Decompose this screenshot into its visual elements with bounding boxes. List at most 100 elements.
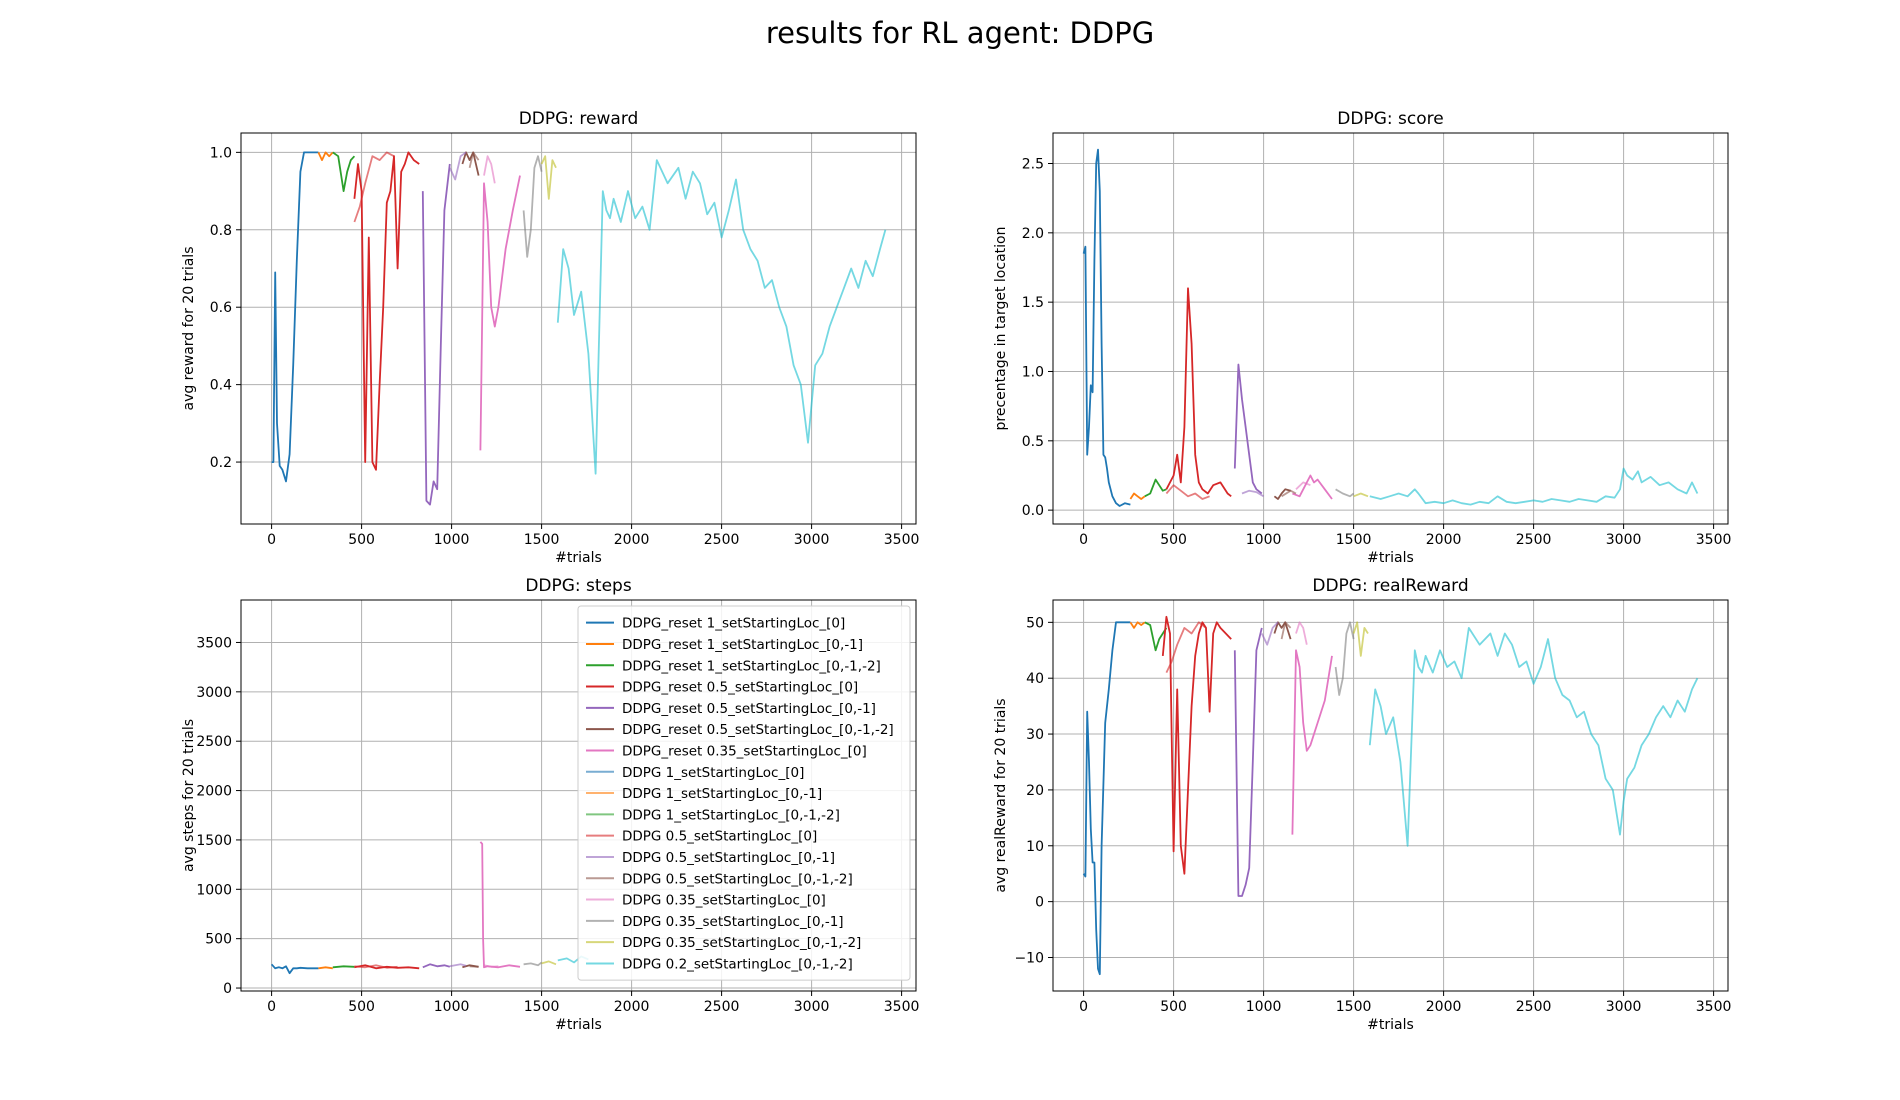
y-tick-label: 0.0 <box>1022 503 1044 519</box>
legend-label: DDPG 0.35_setStartingLoc_[0,-1] <box>622 914 844 930</box>
legend-entry: DDPG_reset 1_setStartingLoc_[0] <box>586 616 845 632</box>
legend-label: DDPG 1_setStartingLoc_[0] <box>622 765 804 781</box>
series-line-13 <box>1280 621 1292 640</box>
y-tick-label: 0.8 <box>210 223 232 239</box>
series-line-4 <box>1165 287 1232 498</box>
series-line-14 <box>1295 481 1311 490</box>
y-tick-label: 20 <box>1026 783 1044 799</box>
series-group <box>1082 148 1699 507</box>
legend-entry: DDPG 0.35_setStartingLoc_[0,-1,-2] <box>586 935 861 951</box>
series-line-1 <box>1082 621 1131 976</box>
x-tick-label: 2500 <box>704 532 740 548</box>
legend-entry: DDPG_reset 0.5_setStartingLoc_[0,-1,-2] <box>586 722 894 738</box>
x-tick-label: 3000 <box>1606 532 1642 548</box>
y-axis-label: avg reward for 20 trials <box>181 246 197 410</box>
legend-entry: DDPG 0.5_setStartingLoc_[0] <box>586 829 817 845</box>
panel-2: 0 500 1000 1500 2000 2500 3000 3500 0.0 0.5 1.0 1.5… <box>993 109 1731 566</box>
x-tick-label: 1000 <box>1246 999 1282 1015</box>
series-line-16 <box>540 155 557 200</box>
x-tick-label: 3500 <box>1696 532 1732 548</box>
legend-label: DDPG_reset 0.35_setStartingLoc_[0] <box>622 743 867 759</box>
series-line-14 <box>483 155 496 184</box>
y-tick-label: 0.2 <box>210 455 232 471</box>
y-tick-label: 500 <box>205 932 232 948</box>
series-line-11 <box>353 151 395 223</box>
series-line-16 <box>1352 621 1369 657</box>
x-tick-label: 2500 <box>1516 999 1552 1015</box>
series-line-12 <box>1241 489 1265 498</box>
y-tick-label: 1.5 <box>1022 295 1044 311</box>
gridlines <box>1053 133 1728 524</box>
y-tick-label: 3500 <box>196 635 232 651</box>
gridlines <box>241 133 916 524</box>
legend-label: DDPG_reset 1_setStartingLoc_[0,-1,-2] <box>622 658 881 674</box>
series-line-3 <box>332 965 355 969</box>
series-line-4 <box>353 151 420 471</box>
series-line-2 <box>1129 492 1146 500</box>
series-line-14 <box>1295 621 1308 645</box>
legend-entry: DDPG 0.35_setStartingLoc_[0,-1] <box>586 914 844 930</box>
axes-frame <box>1052 599 1729 992</box>
series-line-17 <box>1368 627 1699 847</box>
y-tick-label: 0.4 <box>210 378 232 394</box>
x-axis-label: #trials <box>1367 1017 1414 1033</box>
y-tick-label: 1.0 <box>1022 364 1044 380</box>
legend: DDPG_reset 1_setStartingLoc_[0] DDPG_rese… <box>577 605 911 981</box>
legend-label: DDPG 1_setStartingLoc_[0,-1] <box>622 786 822 802</box>
series-group <box>271 151 887 506</box>
x-tick-label: 1500 <box>524 999 560 1015</box>
y-tick-label: 2.0 <box>1022 226 1044 242</box>
legend-label: DDPG_reset 0.5_setStartingLoc_[0,-1] <box>622 701 876 717</box>
x-tick-label: 1000 <box>1246 532 1282 548</box>
series-group <box>1082 615 1699 976</box>
series-line-5 <box>1233 627 1263 897</box>
y-tick-label: 2.5 <box>1022 157 1044 173</box>
y-tick-label: 1000 <box>196 882 232 898</box>
axes-frame <box>1052 132 1729 525</box>
series-line-13 <box>468 151 480 169</box>
legend-entry: DDPG 0.5_setStartingLoc_[0,-1,-2] <box>586 871 853 887</box>
series-line-3 <box>332 151 356 193</box>
y-axis-label: precentage in target location <box>993 227 1009 431</box>
x-tick-label: 0 <box>1079 999 1088 1015</box>
legend-label: DDPG 0.35_setStartingLoc_[0,-1,-2] <box>622 935 861 951</box>
series-line-6 <box>1273 621 1292 640</box>
series-line-5 <box>1233 363 1263 495</box>
series-line-7 <box>479 841 521 969</box>
series-line-7 <box>1291 649 1333 835</box>
series-line-4 <box>1161 615 1232 875</box>
series-line-6 <box>1273 488 1291 500</box>
y-tick-label: 2000 <box>196 784 232 800</box>
y-tick-label: −10 <box>1014 950 1044 966</box>
series-line-3 <box>1144 478 1167 498</box>
x-tick-label: 1000 <box>434 999 470 1015</box>
chart-title: DDPG: steps <box>525 576 632 596</box>
series-line-2 <box>318 966 333 970</box>
series-line-15 <box>523 961 543 967</box>
series-line-17 <box>1369 467 1699 506</box>
legend-box <box>577 605 911 981</box>
chart-title: DDPG: realReward <box>1312 576 1468 596</box>
x-tick-label: 0 <box>267 532 276 548</box>
x-tick-label: 1500 <box>1336 532 1372 548</box>
legend-entry: DDPG_reset 1_setStartingLoc_[0,-1] <box>586 637 863 653</box>
legend-label: DDPG_reset 1_setStartingLoc_[0] <box>622 616 845 632</box>
y-tick-label: 0 <box>1035 895 1044 911</box>
series-line-12 <box>1260 621 1279 646</box>
legend-entry: DDPG 1_setStartingLoc_[0,-1,-2] <box>586 807 840 823</box>
series-line-1 <box>271 151 319 483</box>
y-tick-label: 50 <box>1026 615 1044 631</box>
series-line-13 <box>469 965 479 968</box>
y-tick-label: 3000 <box>196 685 232 701</box>
series-line-4 <box>354 964 420 970</box>
series-line-15 <box>1335 488 1355 498</box>
y-axis-label: avg realReward for 20 trials <box>993 698 1009 892</box>
chart-title: DDPG: score <box>1337 109 1443 129</box>
chart-title: DDPG: reward <box>519 109 639 129</box>
series-line-12 <box>449 963 467 968</box>
x-tick-label: 2500 <box>704 999 740 1015</box>
panel-1: 0 500 1000 1500 2000 2500 3000 3500 0.2 0.4 0.6 0.8… <box>181 109 919 566</box>
x-tick-label: 2000 <box>614 999 650 1015</box>
